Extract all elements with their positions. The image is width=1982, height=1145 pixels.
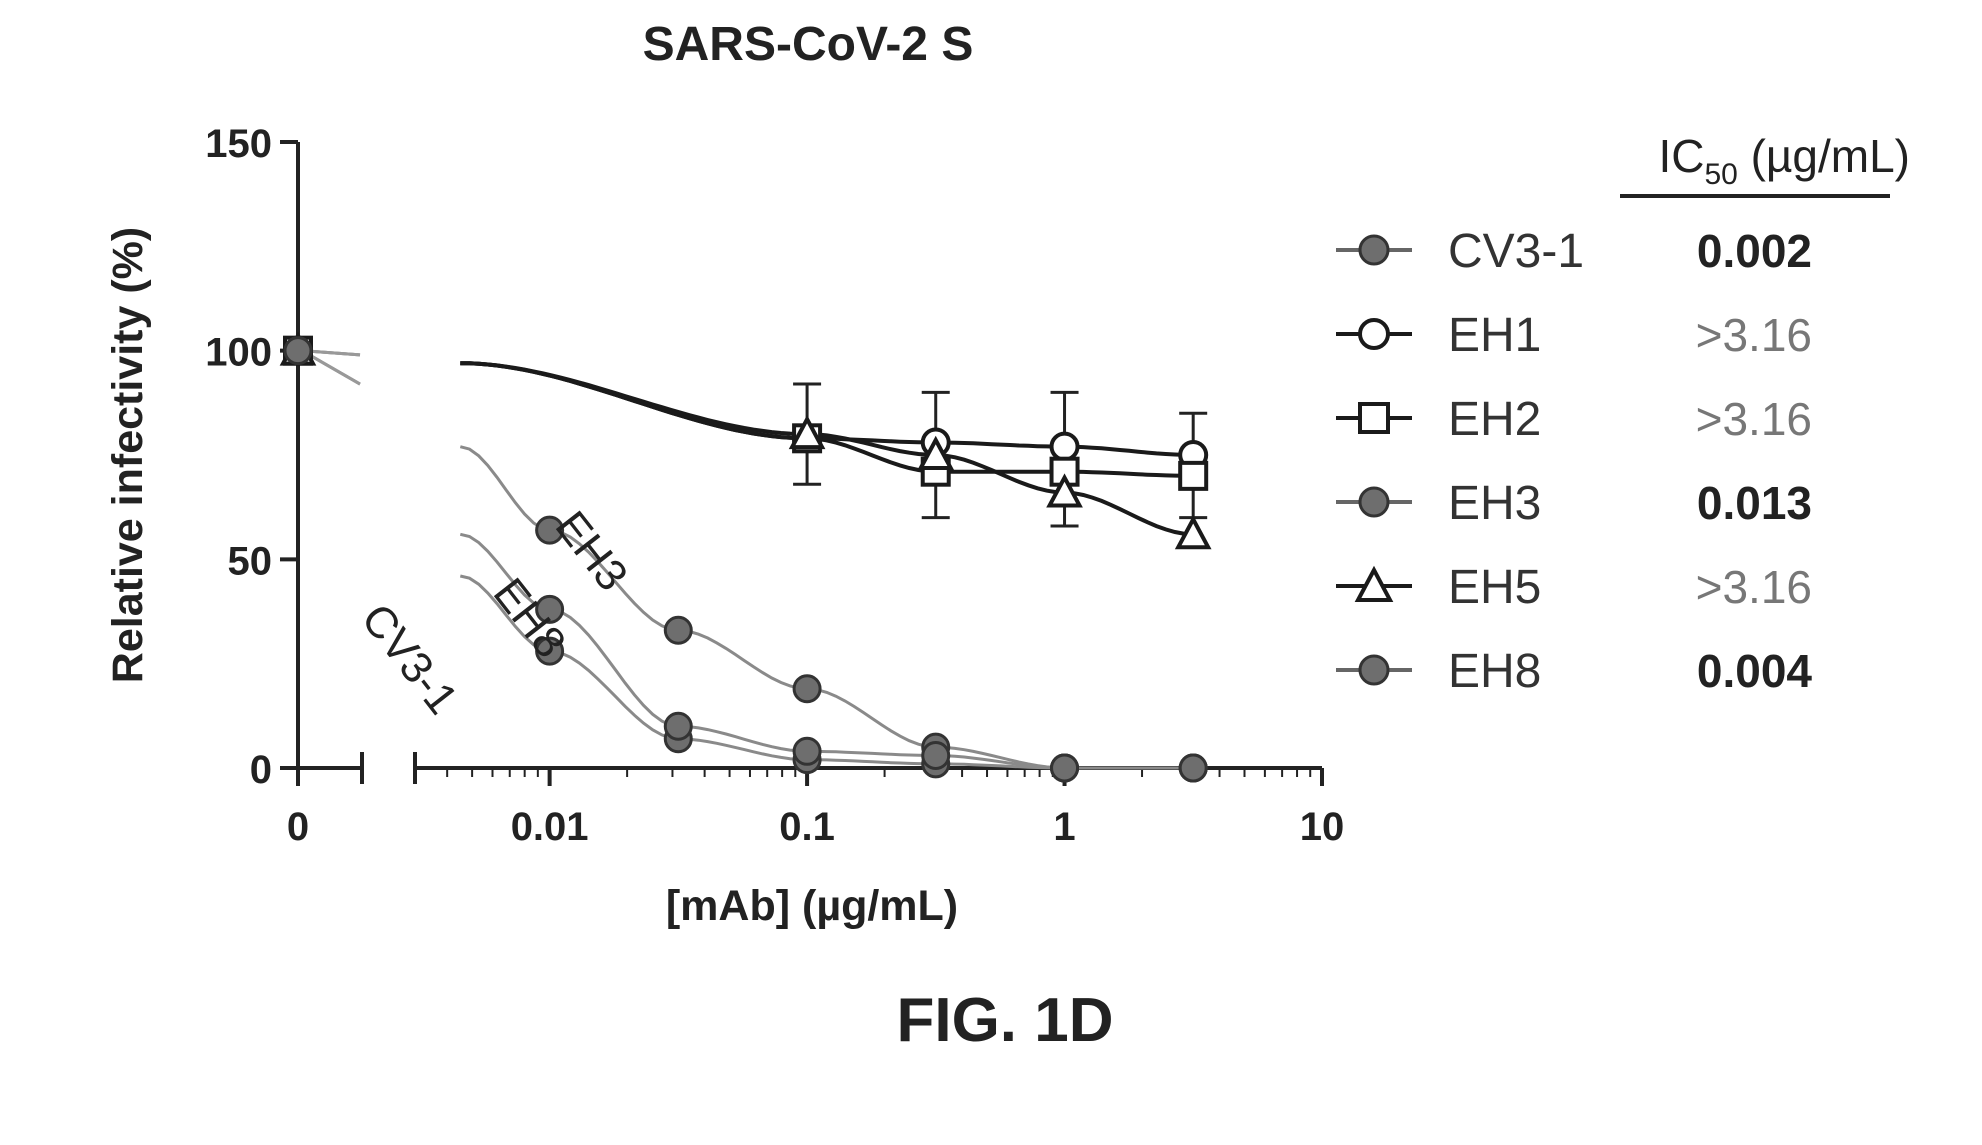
- data-point-eh3: [792, 674, 822, 704]
- curve-eh8: [459, 532, 1194, 770]
- legend-marker-eh3: [1358, 486, 1390, 518]
- x-tick-label: 0: [287, 805, 309, 849]
- x-tick-label: 0.1: [779, 805, 835, 849]
- legend-name: EH3: [1448, 477, 1541, 530]
- data-point-eh8: [1050, 753, 1080, 783]
- x-tick-label: 0.01: [511, 805, 589, 849]
- data-point-eh5: [788, 414, 826, 450]
- data-point-eh5: [1046, 473, 1083, 508]
- error-bars: [793, 382, 1208, 528]
- data-point-eh8: [792, 736, 822, 766]
- data-point-eh5: [1174, 515, 1212, 550]
- x-tick-label: 10: [1300, 805, 1345, 849]
- y-axis-label: Relative infectivity (%): [104, 227, 152, 683]
- y-tick-label: 100: [205, 331, 272, 375]
- legend-ic50: 0.004: [1697, 645, 1813, 697]
- data-point-eh8: [283, 336, 313, 366]
- legend-ic50: >3.16: [1696, 309, 1812, 361]
- legend-marker-eh8: [1358, 654, 1390, 686]
- legend-marker-cv3-1: [1358, 234, 1390, 266]
- figure-label: FIG. 1D: [896, 986, 1114, 1055]
- data-point-eh2: [1178, 460, 1209, 491]
- curve-cv3-1: [459, 574, 1194, 770]
- legend-ic50: 0.002: [1697, 225, 1812, 277]
- data-point-cv3-1: [535, 636, 565, 666]
- data-points: [279, 331, 1212, 783]
- data-point-eh8: [663, 711, 693, 741]
- legend-name: CV3-1: [1448, 225, 1584, 278]
- data-point-eh1: [1049, 431, 1080, 462]
- data-point-eh8: [921, 740, 951, 770]
- data-point-eh5: [917, 435, 955, 470]
- legend-name: EH1: [1448, 309, 1541, 362]
- data-point-eh8: [535, 594, 565, 624]
- curve-label: EH3: [546, 502, 637, 600]
- data-point-eh3: [535, 515, 565, 545]
- chart-title: SARS-CoV-2 S: [643, 18, 974, 71]
- legend-header: IC50 (µg/mL): [1658, 130, 1910, 191]
- data-point-eh8: [1178, 753, 1208, 783]
- curve-label: CV3-1: [352, 595, 467, 723]
- x-axis-label: [mAb] (µg/mL): [666, 882, 958, 930]
- y-tick-label: 50: [228, 539, 273, 583]
- legend: IC50 (µg/mL) CV3-1 0.002 EH1 >3.16 EH2 >3.16 EH…: [1336, 130, 1910, 698]
- y-tick-label: 150: [205, 122, 272, 166]
- legend-ic50: >3.16: [1696, 561, 1812, 613]
- legend-name: EH8: [1448, 645, 1541, 698]
- legend-name: EH5: [1448, 561, 1541, 614]
- axes: 0 50 100 150 0 0.01 0.1 1 10: [205, 122, 1344, 849]
- legend-marker-eh5: [1354, 565, 1394, 602]
- legend-name: EH2: [1448, 393, 1541, 446]
- y-tick-label: 0: [250, 748, 272, 792]
- x-tick-label: 1: [1053, 805, 1075, 849]
- legend-marker-eh1: [1358, 318, 1390, 350]
- legend-ic50: >3.16: [1696, 393, 1812, 445]
- legend-ic50: 0.013: [1697, 477, 1812, 529]
- legend-marker-eh2: [1358, 402, 1390, 434]
- data-point-eh3: [663, 615, 693, 645]
